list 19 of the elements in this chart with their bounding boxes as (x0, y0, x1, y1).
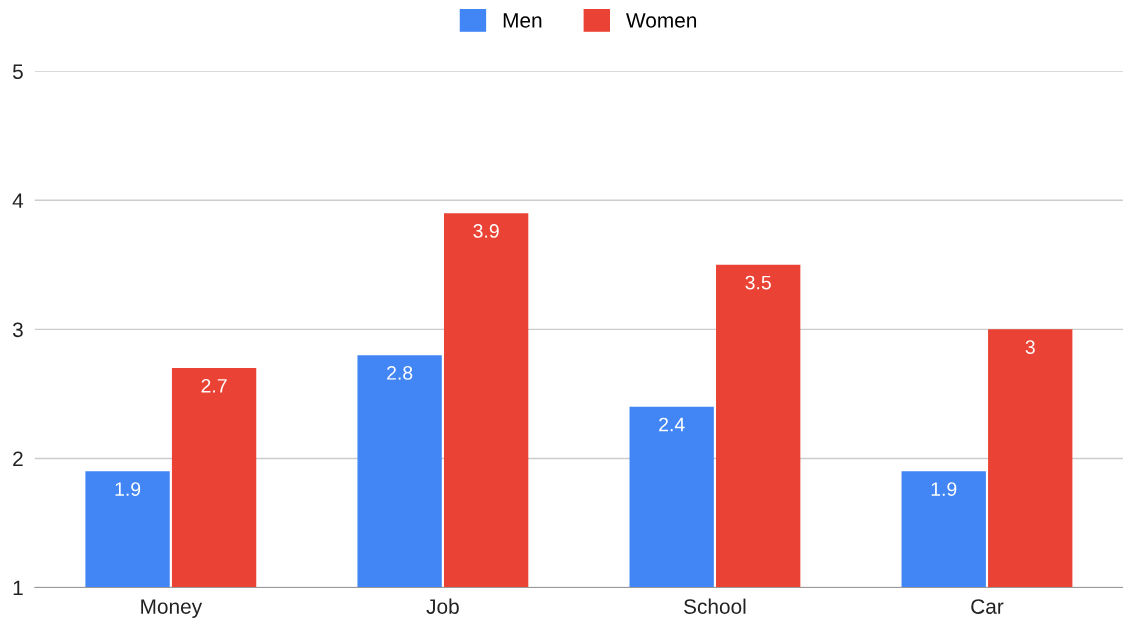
data-label: 2.8 (387, 366, 413, 380)
data-label: 3.9 (473, 224, 499, 238)
y-tick-label: 2 (13, 451, 23, 466)
y-tick-label: 5 (12, 64, 23, 79)
y-tick-label: 1 (13, 580, 23, 596)
x-tick-label: School (684, 598, 746, 614)
x-tick-label: Car (971, 599, 1004, 614)
data-label: 2.7 (201, 378, 227, 393)
x-tick-label: Money (141, 599, 203, 619)
x-tick-label: Job (426, 598, 459, 614)
data-label: 2.4 (659, 417, 685, 432)
y-tick-label: 3 (12, 322, 23, 338)
data-label: 1.9 (115, 482, 141, 496)
legend-label: Women (626, 13, 697, 28)
data-label: 1.9 (931, 482, 957, 496)
data-label: 3 (1025, 340, 1035, 354)
data-label: 3.5 (745, 275, 771, 290)
legend-label: Men (503, 13, 542, 28)
y-tick-label: 4 (12, 193, 24, 208)
